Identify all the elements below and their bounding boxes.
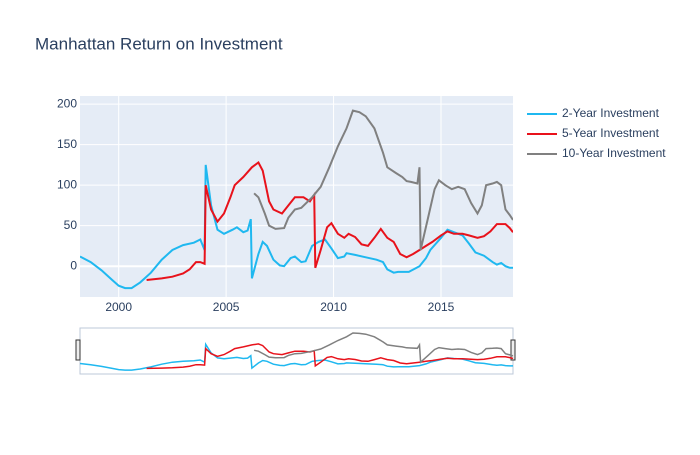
line [80, 164, 513, 290]
slider-handle[interactable] [510, 339, 516, 361]
legend-label: 5-Year Investment [562, 126, 660, 140]
x-tick-label: 2010 [320, 300, 347, 314]
y-tick-label: 100 [57, 177, 77, 191]
x-tick-label: 2000 [105, 300, 132, 314]
y-tick-label: 0 [70, 258, 77, 272]
line [146, 161, 513, 281]
slider-line [146, 343, 514, 370]
x-tick-label: 2005 [213, 300, 240, 314]
slider-handle[interactable] [75, 339, 81, 361]
legend-label: 10-Year Investment [562, 146, 666, 160]
legend-label: 2-Year Investment [562, 106, 660, 120]
y-tick-label: 150 [57, 137, 77, 151]
y-tick-label: 50 [64, 218, 78, 232]
chart-title: Manhattan Return on Investment [35, 34, 283, 53]
line [253, 109, 513, 251]
slider-line [253, 332, 514, 364]
y-tick-label: 200 [57, 96, 77, 110]
x-tick-label: 2015 [428, 300, 455, 314]
